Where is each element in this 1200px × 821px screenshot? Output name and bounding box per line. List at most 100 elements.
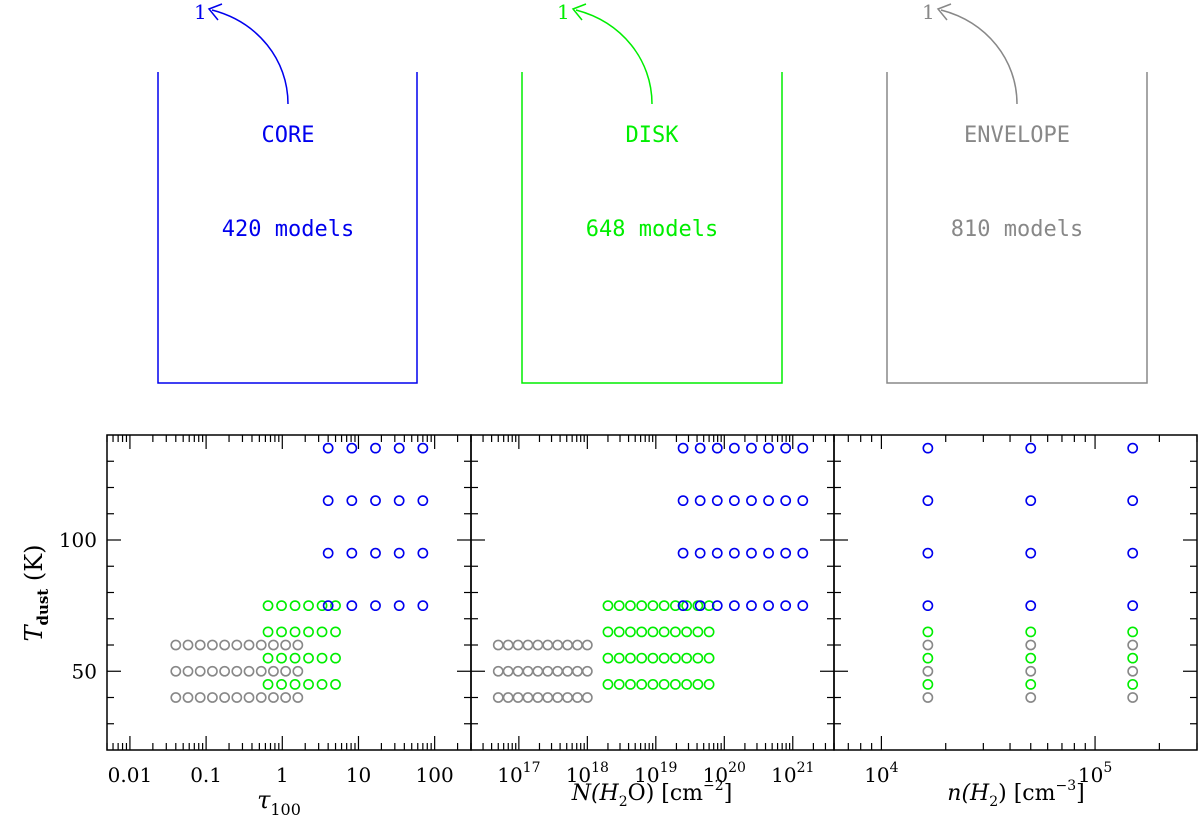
- point-envelope-tau: [231, 692, 243, 703]
- point-disk-nh2o: [602, 678, 614, 690]
- point-disk-nh2o: [703, 626, 715, 638]
- point-core-nh2o: [797, 442, 809, 454]
- point-envelope-nh2o: [512, 639, 524, 651]
- x-tick-label-nh2o: 1020: [703, 760, 746, 787]
- x-tick-label-exponent: 5: [1103, 760, 1112, 776]
- point-envelope-nh2: [1127, 692, 1139, 703]
- point-envelope-nh2o: [532, 639, 544, 651]
- point-disk-tau: [330, 626, 341, 638]
- point-envelope-nh2o: [552, 665, 564, 677]
- point-envelope-nh2: [1025, 665, 1037, 677]
- point-core-nh2o: [711, 600, 723, 612]
- point-envelope-tau: [231, 639, 243, 651]
- point-envelope-tau: [182, 639, 194, 651]
- point-envelope-nh2o: [502, 639, 514, 651]
- point-envelope-nh2o: [492, 639, 504, 651]
- point-envelope-tau: [182, 665, 194, 677]
- x-tick-label-exponent: 19: [660, 760, 678, 776]
- point-envelope-tau: [219, 665, 231, 677]
- point-envelope-nh2o: [512, 665, 524, 677]
- point-core-nh2o: [780, 442, 792, 454]
- point-disk-nh2: [1025, 678, 1037, 690]
- point-core-tau: [322, 547, 334, 559]
- point-envelope-tau: [194, 639, 206, 651]
- point-disk-nh2o: [669, 652, 681, 664]
- point-envelope-nh2o: [492, 692, 504, 703]
- point-disk-nh2o: [692, 652, 704, 664]
- point-disk-nh2o: [613, 652, 625, 664]
- x-tick-label-base: 10: [634, 763, 659, 787]
- point-core-nh2o: [677, 600, 689, 612]
- bin-envelope-arrowhead: [936, 3, 952, 21]
- x-tick-label-nh2o: 1017: [497, 760, 540, 787]
- point-envelope-tau: [292, 692, 304, 703]
- point-core-tau: [346, 600, 358, 612]
- point-envelope-tau: [292, 665, 304, 677]
- point-envelope-nh2o: [542, 639, 554, 651]
- y-tick-label: 50: [72, 659, 97, 683]
- point-disk-tau: [262, 652, 274, 664]
- point-disk-nh2o: [669, 678, 681, 690]
- point-core-tau: [393, 547, 405, 559]
- point-envelope-nh2o: [581, 692, 593, 703]
- point-disk-tau: [316, 600, 328, 612]
- bin-envelope-bucket: [886, 72, 1148, 384]
- point-disk-nh2o: [636, 678, 648, 690]
- point-disk-tau: [276, 652, 287, 664]
- y-axis-unit: (K): [20, 544, 48, 581]
- point-disk-nh2o: [625, 626, 636, 638]
- point-disk-nh2o: [636, 600, 648, 612]
- point-disk-tau: [276, 600, 287, 612]
- point-envelope-tau: [231, 665, 243, 677]
- point-core-nh2o: [746, 600, 757, 612]
- point-envelope-nh2o: [542, 692, 554, 703]
- point-core-tau: [417, 442, 429, 454]
- point-disk-nh2o: [647, 600, 659, 612]
- point-envelope-nh2o: [522, 639, 534, 651]
- x-tick-label-exponent: 18: [591, 760, 609, 776]
- point-core-nh2: [1127, 547, 1139, 559]
- bin-core: 1 CORE 420 models: [157, 0, 418, 384]
- point-disk-nh2: [1127, 626, 1139, 638]
- x-axis-nh2o-sub2: 2: [619, 794, 628, 810]
- x-tick-label-base: 10: [566, 763, 591, 787]
- point-disk-nh2: [922, 626, 934, 638]
- x-axis-title-nh2o: N(H2O) [cm−2]: [571, 778, 733, 810]
- x-axis-nh2-tail: ) [cm: [998, 781, 1055, 806]
- point-disk-nh2o: [636, 652, 648, 664]
- point-envelope-tau: [280, 665, 292, 677]
- point-envelope-tau: [207, 665, 218, 677]
- point-disk-tau: [330, 600, 341, 612]
- point-envelope-nh2: [922, 692, 934, 703]
- point-envelope-nh2: [1127, 665, 1139, 677]
- x-tick-label-exponent: 20: [728, 760, 746, 776]
- point-core-nh2o: [780, 495, 792, 507]
- point-core-nh2: [1127, 495, 1139, 507]
- point-disk-nh2: [1025, 626, 1037, 638]
- point-core-nh2o: [711, 442, 723, 454]
- point-disk-nh2o: [602, 626, 614, 638]
- y-axis-subscript: dust: [34, 589, 52, 626]
- point-core-nh2o: [694, 442, 706, 454]
- point-disk-nh2: [922, 678, 934, 690]
- point-disk-nh2o: [625, 678, 636, 690]
- point-envelope-tau: [280, 639, 292, 651]
- point-disk-tau: [303, 652, 314, 664]
- bin-core-title: CORE: [262, 123, 315, 148]
- point-disk-nh2o: [625, 652, 636, 664]
- point-disk-nh2o: [692, 626, 704, 638]
- point-disk-nh2o: [625, 600, 636, 612]
- x-tick-label-tau: 0.1: [190, 763, 222, 787]
- y-axis-title: Tdust (K): [20, 544, 52, 641]
- point-disk-nh2o: [602, 600, 614, 612]
- point-envelope-nh2: [1127, 639, 1139, 651]
- x-axis-tau-symbol: τ: [257, 786, 271, 814]
- bin-envelope-arrow-label: 1: [922, 0, 935, 24]
- point-disk-nh2o: [658, 652, 670, 664]
- point-core-tau: [417, 495, 429, 507]
- point-disk-nh2o: [636, 626, 648, 638]
- x-axis-nh2o-head: N(H: [571, 781, 620, 806]
- point-disk-tau: [303, 626, 314, 638]
- point-disk-nh2o: [647, 678, 659, 690]
